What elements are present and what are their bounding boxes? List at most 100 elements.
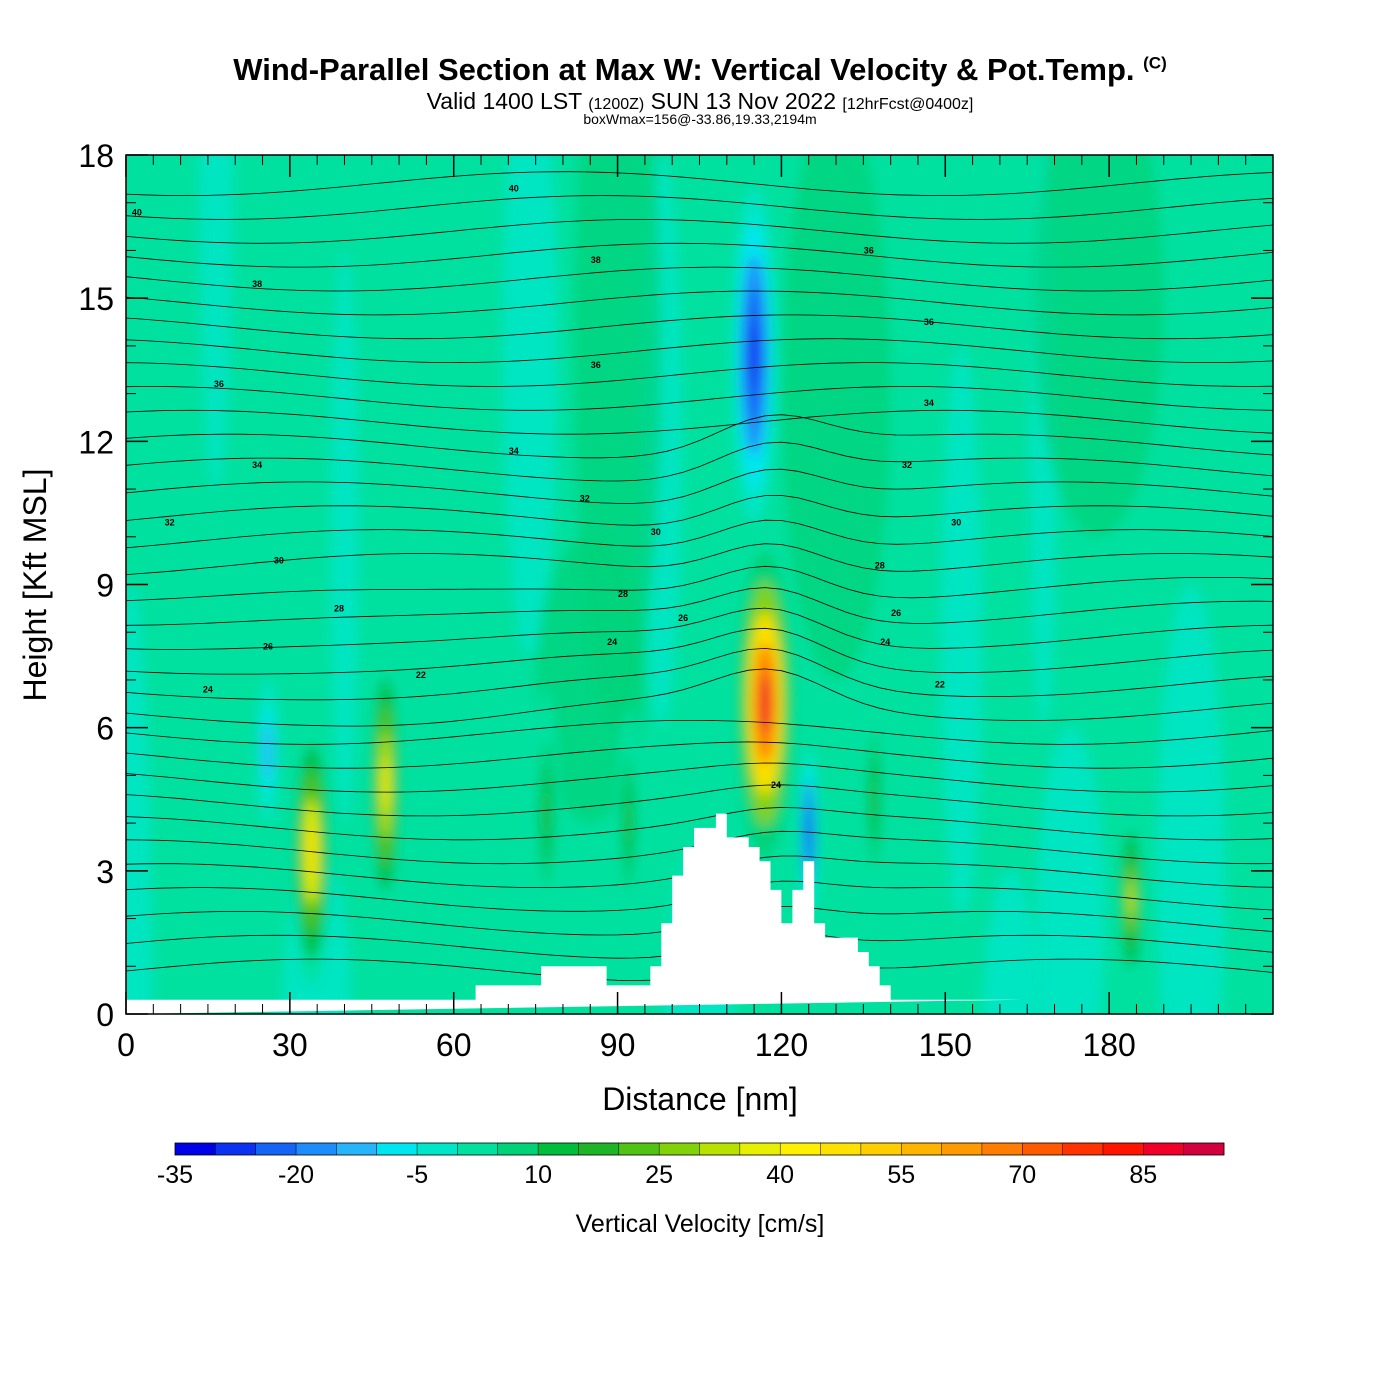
colorbar-swatch	[1143, 1143, 1184, 1155]
colorbar-swatch	[860, 1143, 902, 1155]
theta-label: 24	[880, 637, 890, 647]
terrain	[126, 813, 1022, 1014]
y-tick-label: 6	[96, 711, 114, 747]
isentrope	[126, 647, 1273, 701]
isentrope	[126, 171, 1273, 197]
colorbar-swatch	[941, 1143, 983, 1155]
colorbar-tick-label: 25	[645, 1161, 673, 1189]
colorbar-tick-label: 55	[887, 1161, 915, 1189]
colorbar-swatch	[699, 1143, 741, 1155]
x-axis-label: Distance [nm]	[602, 1081, 798, 1117]
theta-label: 22	[935, 680, 945, 690]
colorbar-swatch	[820, 1143, 862, 1155]
isentrope	[126, 314, 1273, 340]
colorbar-swatch	[376, 1143, 418, 1155]
colorbar-swatch	[1062, 1143, 1104, 1155]
weak-sink-band	[126, 584, 152, 1014]
updraft-core-C	[382, 758, 389, 812]
x-tick-label: 90	[600, 1027, 636, 1063]
weak-sink-band	[330, 250, 359, 824]
isentrope	[126, 543, 1273, 575]
theta-label: 24	[771, 780, 781, 790]
colorbar-swatch	[255, 1143, 297, 1155]
isentrope	[126, 409, 1273, 435]
colorbar: -35 -20 -5 10 25 40 55 70 85	[157, 1142, 1225, 1189]
colorbar-label: Vertical Velocity [cm/s]	[576, 1210, 825, 1238]
updraft-core-D	[1128, 882, 1134, 917]
weak-sink-band	[502, 155, 558, 656]
colorbar-swatch	[336, 1143, 378, 1155]
colorbar-swatch	[538, 1143, 579, 1155]
colorbar-swatch	[618, 1143, 660, 1155]
valid-prefix: Valid 1400 LST	[426, 88, 582, 114]
theta-label: 32	[902, 460, 912, 470]
isentrope	[126, 494, 1273, 526]
colorbar-swatch	[739, 1143, 781, 1155]
forecast-info: [12hrFcst@0400z]	[842, 96, 974, 113]
theta-label: 38	[591, 255, 601, 265]
colorbar-swatch	[659, 1143, 700, 1155]
y-tick-label: 3	[96, 854, 114, 890]
theta-label: 36	[214, 379, 224, 389]
colorbar-swatch	[215, 1143, 256, 1155]
theta-label: 26	[263, 642, 273, 652]
theta-label: 40	[509, 183, 519, 193]
terrain-mask	[126, 813, 1022, 1014]
colorbar-swatch	[296, 1143, 337, 1155]
theta-label: 32	[165, 517, 175, 527]
colorbar-tick-label: -35	[157, 1161, 193, 1189]
theta-label: 40	[132, 207, 142, 217]
theta-label: 28	[618, 589, 628, 599]
updraft-core-G	[872, 776, 877, 823]
box-max-info: boxWmax=156@-33.86,19.33,2194m	[583, 111, 817, 127]
colorbar-tick-label: -5	[406, 1161, 428, 1189]
isentrope	[126, 195, 1273, 220]
theta-label: 30	[274, 556, 284, 566]
y-tick-label: 9	[96, 568, 114, 604]
theta-label: 28	[334, 603, 344, 613]
y-tick-label: 15	[78, 281, 114, 317]
colorbar-tick-label: 10	[524, 1161, 552, 1189]
theta-label: 34	[252, 460, 262, 470]
isentrope	[126, 362, 1273, 387]
isentrope	[126, 720, 1273, 745]
weak-sink-band	[983, 870, 1039, 1014]
theta-contours	[126, 171, 1273, 982]
theta-label: 30	[951, 517, 961, 527]
isentrope	[126, 218, 1273, 244]
x-tick-label: 60	[436, 1027, 472, 1063]
isentrope	[126, 386, 1273, 411]
theta-label: 36	[591, 360, 601, 370]
theta-label: 24	[607, 637, 617, 647]
theta-label: 28	[875, 560, 885, 570]
downdraft-sink-A	[749, 322, 759, 389]
theta-label: 26	[891, 608, 901, 618]
isentrope	[126, 242, 1273, 268]
x-tick-label: 150	[919, 1027, 972, 1063]
isentrope	[126, 668, 1273, 727]
colorbar-tick-label: 40	[766, 1161, 794, 1189]
isentrope	[126, 784, 1273, 817]
colorbar-swatch	[1102, 1143, 1144, 1155]
isentrope	[126, 338, 1273, 364]
x-tick-label: 180	[1082, 1027, 1135, 1063]
isentrope	[126, 627, 1273, 675]
x-tick-label: 120	[755, 1027, 808, 1063]
weak-sink-band	[1156, 584, 1226, 1014]
y-axis-label: Height [Kft MSL]	[17, 469, 53, 702]
colorbar-tick-label: -20	[278, 1161, 314, 1189]
field-features	[126, 155, 1226, 1014]
weak-sink-band	[199, 155, 234, 489]
theta-label: 30	[651, 527, 661, 537]
colorbar-swatch	[417, 1143, 458, 1155]
valid-utc: (1200Z)	[588, 96, 645, 113]
weak-sink-band	[941, 345, 983, 919]
isentrope	[126, 441, 1273, 482]
colorbar-swatch	[457, 1143, 499, 1155]
colorbar-swatch	[780, 1143, 821, 1155]
isentrope	[126, 565, 1273, 601]
weak-lift-band	[1032, 155, 1164, 537]
title-text: Wind-Parallel Section at Max W: Vertical…	[233, 52, 1135, 87]
